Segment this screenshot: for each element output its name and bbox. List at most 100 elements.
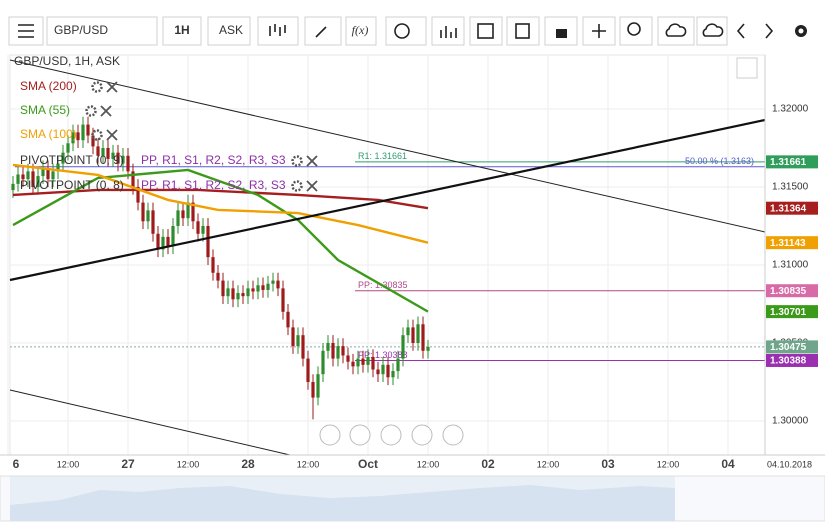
settings-icon[interactable] (91, 129, 103, 141)
y-tick-label: 1.31000 (772, 260, 809, 271)
candle-body (256, 285, 260, 292)
chart-type-button[interactable] (257, 16, 299, 46)
price-tag-label: 1.31364 (770, 203, 807, 214)
remove-icon[interactable] (100, 105, 112, 117)
candle-body (146, 210, 150, 222)
y-tick-label: 1.32000 (772, 104, 809, 115)
navigator-window[interactable] (10, 476, 675, 521)
side: ASK (219, 23, 243, 37)
candle-body (111, 152, 115, 159)
candle-body (136, 186, 140, 203)
candle-body (26, 171, 30, 180)
candle-body (306, 358, 310, 382)
candle-body (426, 346, 430, 351)
settings-hole (798, 28, 804, 34)
candle-body (336, 346, 340, 359)
calendar-button[interactable] (469, 16, 503, 46)
candle-body (131, 171, 135, 187)
indicator-button[interactable] (431, 16, 465, 46)
x-tick-label: Oct (358, 457, 378, 471)
remove-icon[interactable] (306, 155, 318, 167)
candle-body (126, 155, 130, 172)
scroll-right[interactable] (442, 424, 464, 446)
fx-label: f(x) (352, 23, 369, 37)
news-icon (515, 23, 530, 39)
zoom-button[interactable] (619, 16, 653, 46)
settings-icon[interactable] (291, 155, 303, 167)
legend-entry: SMA (200) (20, 79, 77, 93)
legend-entry: PIVOTPOINT (0, 9) (20, 153, 124, 167)
expand-button[interactable] (736, 57, 758, 79)
fx-button[interactable] (345, 16, 377, 46)
info-button[interactable] (385, 16, 427, 46)
remove-icon[interactable] (106, 81, 118, 93)
candle-body (16, 174, 20, 184)
legend: GBP/USD, 1H, ASK SMA (200) SMA (55) SMA (1… (14, 54, 318, 192)
legend-entry: SMA (100) (20, 127, 77, 141)
candle-body (81, 124, 85, 141)
candle-body (366, 357, 370, 365)
zoom-out[interactable] (349, 424, 371, 446)
x-tick-label: 12:00 (57, 459, 80, 469)
candle-body (106, 147, 110, 159)
candle-body (386, 364, 390, 378)
x-axis: 6 12:00 27 12:00 28 12:00 Oct 12:00 02 12:00 03 12:… (13, 457, 735, 471)
candle-body (11, 183, 15, 191)
calendar-icon (477, 23, 494, 39)
prev-button[interactable] (736, 23, 745, 39)
price-tag (766, 155, 818, 169)
settings-icon[interactable] (291, 180, 303, 192)
chart-title: GBP/USD, 1H, ASK (14, 54, 120, 68)
x-tick-label: 27 (121, 457, 135, 471)
next-button[interactable] (765, 23, 774, 39)
candle-body (36, 176, 40, 187)
remove-icon[interactable] (306, 180, 318, 192)
x-tick-label: 28 (241, 457, 255, 471)
candle-body (416, 324, 420, 343)
plot: R1: 1.31661 50.00 % (1.3163)PP: 1.30835PP… (10, 116, 818, 420)
candle-body (321, 350, 325, 375)
candle-body (21, 174, 25, 180)
candle-body (76, 132, 80, 141)
candle-body (301, 335, 305, 359)
navigator-area (10, 485, 675, 521)
news-button[interactable] (506, 16, 540, 46)
candle-body (216, 272, 220, 281)
crosshair-button[interactable] (582, 16, 616, 46)
candle-body (241, 293, 245, 297)
candle-body (41, 168, 45, 177)
candle-body (296, 335, 300, 347)
candle-body (316, 374, 320, 398)
zoom-in[interactable] (411, 424, 433, 446)
candle-body (66, 143, 70, 153)
scroll-left[interactable] (319, 424, 341, 446)
candle-body (396, 358, 400, 372)
side-button[interactable] (207, 16, 251, 46)
upload-button[interactable] (657, 16, 695, 46)
candle-body (211, 257, 215, 273)
interval-button[interactable] (162, 16, 202, 46)
candle-body (411, 327, 415, 343)
remove-icon[interactable] (106, 129, 118, 141)
reset[interactable] (380, 424, 402, 446)
candle-body (226, 288, 230, 297)
candle-body (341, 346, 345, 356)
candle-body (401, 335, 405, 359)
candle-body (361, 358, 365, 365)
price-tag (766, 201, 818, 215)
candle-body (421, 324, 425, 351)
price-tag-label: 1.30701 (770, 307, 807, 318)
candle-body (271, 280, 275, 284)
date-label: 04.10.2018 (767, 459, 812, 469)
legend-entry: PIVOTPOINT (0, 8) (20, 178, 124, 192)
symbol-box[interactable] (46, 16, 158, 46)
settings-icon[interactable] (85, 105, 97, 117)
candle-body (261, 285, 265, 290)
candle-body (251, 288, 255, 292)
candle-body (326, 342, 330, 351)
price-tag-label: 1.31143 (770, 238, 806, 249)
settings-icon[interactable] (91, 81, 103, 93)
price-tag (766, 305, 818, 319)
download-icon (702, 23, 724, 37)
